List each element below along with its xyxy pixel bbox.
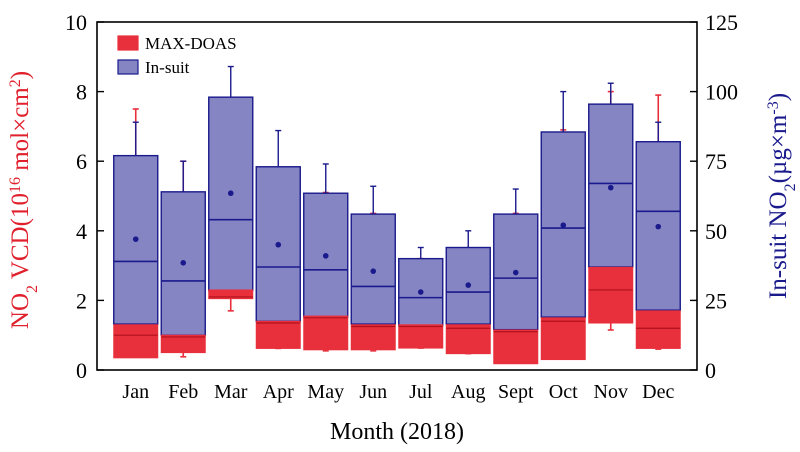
x-tick-label: Mar	[214, 381, 248, 403]
legend-label: MAX-DOAS	[145, 34, 237, 53]
label-part: 2	[782, 183, 799, 191]
label-part: 2	[24, 285, 41, 293]
max-doas-box	[350, 324, 396, 351]
boxes-layer	[113, 65, 681, 365]
label-part: mol×cm	[7, 87, 34, 177]
left-tick-label: 8	[76, 80, 87, 105]
left-tick-label: 4	[76, 219, 87, 244]
in-suit-mean	[465, 282, 472, 288]
left-tick-label: 0	[76, 358, 87, 383]
in-suit-mean	[180, 260, 187, 266]
left-y-axis-label: NO2 VCD(1016 mol×cm2)	[7, 71, 41, 329]
plot-frame	[96, 21, 698, 371]
max-doas-box	[588, 266, 634, 324]
max-doas-box	[255, 320, 301, 349]
label-part: )	[7, 71, 34, 79]
in-suit-mean	[607, 184, 614, 191]
label-part: 16	[7, 177, 24, 193]
left-tick-label: 2	[76, 288, 87, 313]
label-part: 2	[7, 79, 24, 87]
in-suit-mean	[275, 241, 282, 248]
label-part: VCD(10	[7, 193, 34, 285]
in-suit-mean	[322, 253, 329, 259]
x-tick-label: May	[307, 381, 344, 403]
max-doas-box	[398, 324, 444, 349]
legend: MAX-DOAS In-suit	[117, 34, 237, 77]
x-tick-label: Nov	[594, 381, 628, 403]
in-suit-mean	[417, 289, 424, 295]
max-doas-box	[540, 317, 586, 361]
max-doas-box	[493, 329, 539, 365]
right-tick-label: 100	[705, 80, 738, 105]
in-suit-mean	[512, 269, 519, 276]
max-doas-box	[635, 310, 681, 349]
right-tick-label: 75	[705, 149, 727, 174]
left-tick-label: 10	[65, 10, 87, 35]
label-part: (µg×m	[765, 114, 792, 183]
max-doas-box	[445, 324, 491, 355]
in-suit-mean	[560, 222, 567, 229]
label-part: -3	[765, 101, 782, 114]
right-tick-label: 25	[705, 288, 727, 313]
x-axis-label: Month (2018)	[330, 419, 464, 445]
in-suit-mean	[370, 268, 377, 274]
right-tick-label: 125	[705, 10, 738, 35]
in-suit-mean	[227, 190, 234, 197]
max-doas-box	[113, 324, 159, 359]
x-tick-label: Jul	[409, 381, 433, 403]
x-tick-label: Jun	[359, 381, 387, 403]
legend-swatch	[117, 59, 139, 75]
legend-label: In-suit	[145, 58, 190, 77]
x-tick-label: Dec	[642, 381, 674, 403]
legend-swatch	[117, 35, 139, 51]
in-suit-mean	[132, 236, 139, 242]
x-tick-label: Oct	[549, 381, 578, 403]
right-y-axis-label: In-suit NO2(µg×m-3)	[765, 93, 799, 299]
left-tick-label: 6	[76, 149, 87, 174]
x-tick-label: Apr	[263, 381, 294, 403]
x-tick-label: Sept	[498, 381, 534, 403]
x-tick-label: Aug	[451, 381, 485, 403]
max-doas-box	[208, 289, 254, 300]
label-part: In-suit NO	[765, 191, 792, 299]
label-part: )	[765, 93, 792, 101]
label-part: NO	[7, 293, 34, 329]
max-doas-box	[160, 334, 206, 354]
in-suit-mean	[655, 223, 662, 230]
x-tick-label: Feb	[168, 381, 198, 403]
right-tick-label: 0	[705, 358, 716, 383]
right-tick-label: 50	[705, 219, 727, 244]
max-doas-box	[303, 315, 349, 351]
x-tick-label: Jan	[122, 381, 149, 403]
